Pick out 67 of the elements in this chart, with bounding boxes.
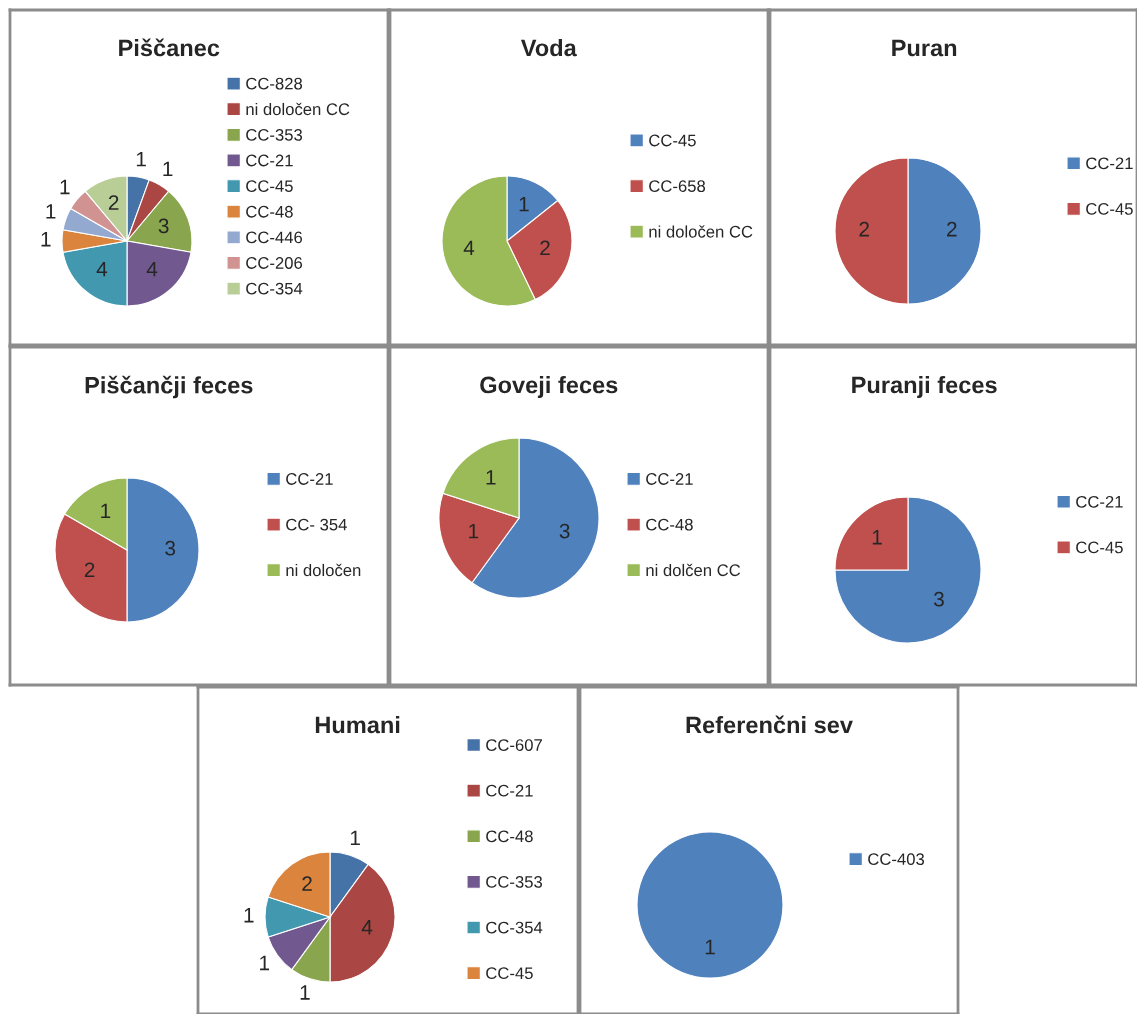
- legend-label: CC-353: [486, 876, 543, 888]
- data-label: 1: [260, 955, 270, 971]
- data-label: 1: [300, 985, 310, 1000]
- legend-label: CC-45: [649, 134, 696, 147]
- legend-label: CC-45: [486, 967, 533, 980]
- legend-label: CC-658: [649, 180, 706, 193]
- chart-title: Referenčni sev: [686, 715, 853, 734]
- data-label: 2: [84, 562, 95, 577]
- legend-label: CC-206: [246, 257, 303, 269]
- data-label: 3: [559, 523, 570, 539]
- data-label: 1: [101, 503, 111, 518]
- legend-label: CC-45: [1076, 541, 1123, 554]
- data-label: 1: [41, 232, 51, 247]
- chart-title: Piščančji feces: [85, 375, 253, 399]
- legend-label: CC-353: [246, 128, 303, 141]
- legend-label: ni določen CC: [246, 102, 350, 116]
- legend-label: CC-21: [1086, 157, 1133, 170]
- legend-label: CC-607: [486, 739, 542, 751]
- data-label: 1: [244, 908, 254, 923]
- legend-label: CC-21: [486, 784, 533, 797]
- data-label: 1: [163, 161, 173, 177]
- data-label: 1: [469, 523, 479, 539]
- chart-title: Humani: [315, 715, 400, 734]
- legend-label: CC-354: [246, 282, 303, 295]
- data-label: 1: [46, 204, 56, 219]
- legend-label: CC-354: [486, 921, 543, 934]
- data-label: 4: [463, 240, 475, 256]
- chart-title: Puranji feces: [852, 375, 997, 398]
- legend-label: CC-48: [246, 205, 293, 218]
- legend-label: CC-21: [246, 154, 293, 167]
- data-label: 2: [108, 195, 119, 210]
- pie-slice: [834, 496, 982, 644]
- legend-label: ni določen: [286, 563, 361, 577]
- data-label: 3: [933, 591, 944, 607]
- data-label: 4: [361, 920, 373, 935]
- legend-label: CC-48: [486, 830, 533, 843]
- legend-label: CC- 354: [286, 518, 347, 531]
- legend-label: CC-45: [246, 180, 293, 193]
- legend-label: CC-828: [246, 77, 303, 90]
- data-label: 2: [540, 240, 550, 256]
- data-label: 1: [519, 196, 529, 212]
- chart-title: Goveji feces: [480, 375, 618, 398]
- data-label: 1: [60, 179, 70, 195]
- legend-label: CC-48: [646, 518, 693, 531]
- data-label: 1: [136, 152, 146, 167]
- data-label: 1: [486, 470, 496, 485]
- legend-label: ni dolčen CC: [646, 563, 741, 577]
- data-label: 4: [146, 261, 158, 277]
- data-label: 2: [302, 876, 312, 891]
- chart-title: Voda: [520, 39, 577, 57]
- legend-label: CC-21: [646, 473, 693, 485]
- legend-label: CC-45: [1086, 203, 1133, 215]
- chart-title: Puran: [892, 39, 957, 57]
- legend-label: ni določen CC: [649, 225, 753, 238]
- legend-label: CC-446: [246, 231, 303, 244]
- data-label: 1: [705, 939, 715, 955]
- data-label: 4: [96, 261, 108, 277]
- legend-label: CC-21: [286, 473, 333, 485]
- data-label: 1: [872, 530, 882, 545]
- data-label: 2: [947, 221, 957, 237]
- data-label: 1: [350, 830, 360, 846]
- data-label: 3: [165, 540, 176, 556]
- chart-title: Piščanec: [119, 38, 220, 57]
- legend-label: CC-21: [1076, 495, 1123, 508]
- data-label: 3: [158, 218, 169, 234]
- legend-label: CC-403: [868, 853, 925, 866]
- data-label: 2: [859, 221, 869, 237]
